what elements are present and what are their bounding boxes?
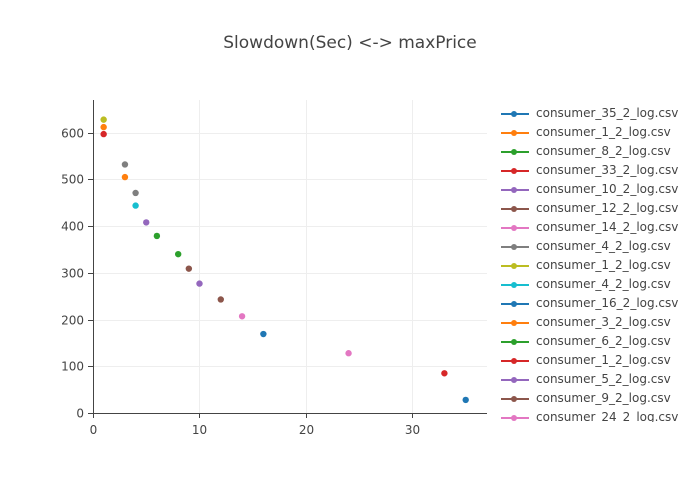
legend-item[interactable]: consumer_5_2_log.csv bbox=[496, 370, 700, 389]
legend-marker bbox=[511, 415, 517, 421]
legend-marker bbox=[511, 396, 517, 402]
data-point[interactable] bbox=[260, 330, 267, 338]
legend-item[interactable]: consumer_24_2_log.csv bbox=[496, 408, 700, 422]
legend-item[interactable]: consumer_1_2_log.csv bbox=[496, 123, 700, 142]
legend-marker bbox=[511, 301, 517, 307]
y-tick-label: 600 bbox=[61, 127, 84, 141]
legend[interactable]: consumer_35_2_log.csv consumer_1_2_log.cs… bbox=[496, 104, 700, 422]
legend-item[interactable]: consumer_35_2_log.csv bbox=[496, 104, 700, 123]
y-tick-label: 200 bbox=[61, 314, 84, 328]
legend-item[interactable]: consumer_33_2_log.csv bbox=[496, 161, 700, 180]
data-point[interactable] bbox=[345, 350, 352, 357]
legend-item[interactable]: consumer_4_2_log.csv bbox=[496, 237, 700, 256]
legend-label: consumer_1_2_log.csv bbox=[536, 353, 671, 367]
legend-item[interactable]: consumer_10_2_log.csv bbox=[496, 180, 700, 199]
legend-item[interactable]: consumer_4_2_log.csv bbox=[496, 275, 700, 294]
x-tick-label: 0 bbox=[90, 423, 98, 437]
legend-label: consumer_10_2_log.csv bbox=[536, 182, 679, 196]
legend-marker bbox=[511, 111, 517, 117]
legend-label: consumer_8_2_log.csv bbox=[536, 144, 671, 158]
axis-ticks: 0 100 200 300 400 500 600 0 10 20 30 bbox=[61, 127, 420, 438]
data-point[interactable] bbox=[174, 250, 182, 258]
legend-marker bbox=[511, 358, 517, 364]
data-point[interactable] bbox=[462, 396, 469, 404]
legend-label: consumer_4_2_log.csv bbox=[536, 277, 671, 291]
legend-label: consumer_12_2_log.csv bbox=[536, 201, 679, 215]
x-tick-label: 10 bbox=[192, 423, 207, 437]
data-point[interactable] bbox=[153, 232, 161, 240]
legend-marker bbox=[511, 244, 517, 250]
legend-item[interactable]: consumer_6_2_log.csv bbox=[496, 332, 700, 351]
legend-marker bbox=[511, 225, 517, 231]
legend-label: consumer_35_2_log.csv bbox=[536, 106, 679, 120]
legend-label: consumer_3_2_log.csv bbox=[536, 315, 671, 329]
data-point[interactable] bbox=[100, 116, 107, 123]
y-tick-label: 400 bbox=[61, 220, 84, 234]
legend-item[interactable]: consumer_3_2_log.csv bbox=[496, 313, 700, 332]
data-point[interactable] bbox=[143, 219, 150, 226]
data-point[interactable] bbox=[238, 313, 246, 320]
legend-item[interactable]: consumer_12_2_log.csv bbox=[496, 199, 700, 218]
legend-marker bbox=[511, 320, 517, 326]
legend-marker bbox=[511, 130, 517, 136]
data-point[interactable] bbox=[121, 161, 129, 168]
legend-item[interactable]: consumer_16_2_log.csv bbox=[496, 294, 700, 313]
legend-label: consumer_5_2_log.csv bbox=[536, 372, 671, 386]
legend-label: consumer_6_2_log.csv bbox=[536, 334, 671, 348]
legend-marker bbox=[511, 168, 517, 174]
legend-marker bbox=[511, 149, 517, 155]
chart-title: Slowdown(Sec) <-> maxPrice bbox=[223, 33, 477, 53]
legend-item[interactable]: consumer_1_2_log.csv bbox=[496, 256, 700, 275]
legend-label: consumer_1_2_log.csv bbox=[536, 125, 671, 139]
data-point[interactable] bbox=[217, 296, 224, 303]
y-tick-label: 100 bbox=[61, 360, 84, 374]
legend-label: consumer_33_2_log.csv bbox=[536, 163, 679, 177]
legend-marker bbox=[511, 339, 517, 345]
legend-label: consumer_24_2_log.csv bbox=[536, 410, 679, 422]
legend-label: consumer_1_2_log.csv bbox=[536, 258, 671, 272]
x-tick-label: 20 bbox=[299, 423, 314, 437]
y-tick-label: 500 bbox=[61, 173, 84, 187]
legend-item[interactable]: consumer_9_2_log.csv bbox=[496, 389, 700, 408]
legend-item[interactable]: consumer_8_2_log.csv bbox=[496, 142, 700, 161]
data-point[interactable] bbox=[100, 130, 107, 138]
legend-marker bbox=[511, 263, 517, 269]
legend-item[interactable]: consumer_1_2_log.csv bbox=[496, 351, 700, 370]
legend-marker bbox=[511, 206, 517, 212]
data-point[interactable] bbox=[441, 370, 448, 377]
data-point[interactable] bbox=[196, 280, 203, 287]
legend-label: consumer_4_2_log.csv bbox=[536, 239, 671, 253]
data-point[interactable] bbox=[132, 189, 139, 197]
data-point[interactable] bbox=[121, 173, 129, 181]
data-points bbox=[100, 116, 469, 404]
legend-item[interactable]: consumer_14_2_log.csv bbox=[496, 218, 700, 237]
x-tick-label: 30 bbox=[405, 423, 420, 437]
legend-marker bbox=[511, 187, 517, 193]
legend-marker bbox=[511, 282, 517, 288]
legend-label: consumer_14_2_log.csv bbox=[536, 220, 679, 234]
y-tick-label: 0 bbox=[76, 407, 84, 421]
legend-marker bbox=[511, 377, 517, 383]
data-point[interactable] bbox=[100, 123, 107, 131]
data-point[interactable] bbox=[132, 202, 139, 209]
data-point[interactable] bbox=[185, 265, 193, 272]
legend-label: consumer_9_2_log.csv bbox=[536, 391, 671, 405]
y-tick-label: 300 bbox=[61, 267, 84, 281]
gridlines bbox=[93, 100, 487, 413]
legend-label: consumer_16_2_log.csv bbox=[536, 296, 679, 310]
